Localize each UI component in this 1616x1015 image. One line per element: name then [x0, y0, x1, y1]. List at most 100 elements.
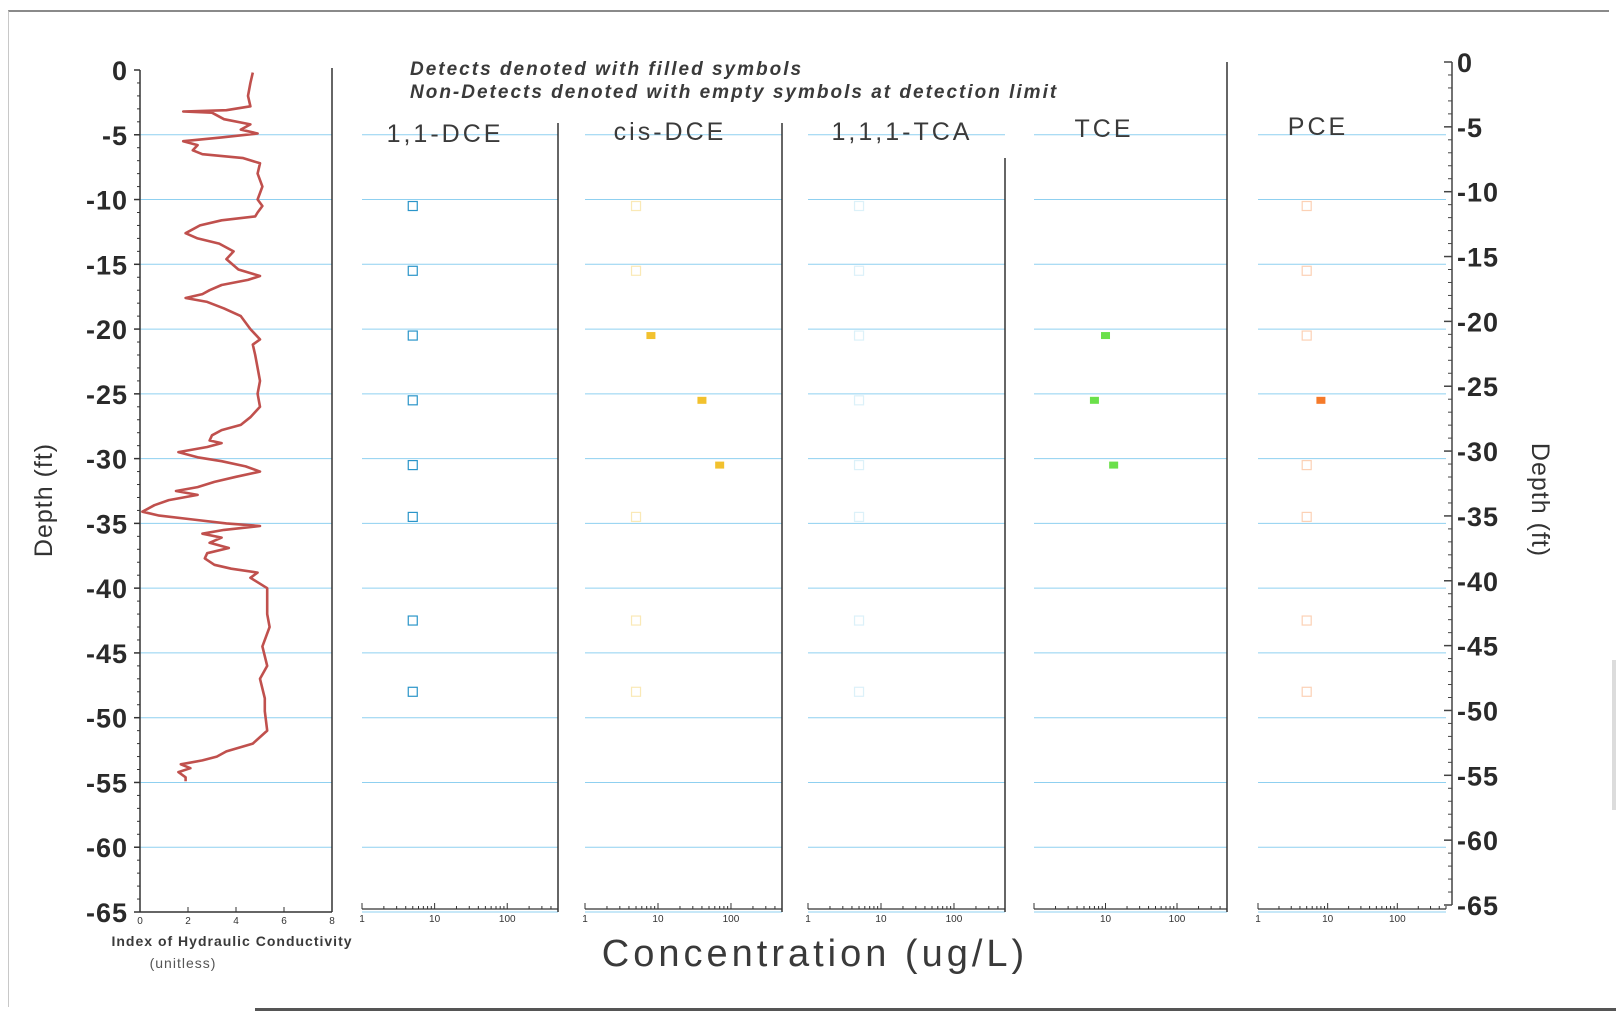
log-tick-label: 100	[499, 914, 516, 925]
right-depth-tick-label: -10	[1457, 178, 1499, 208]
right-depth-tick-label: -20	[1457, 307, 1499, 337]
left-depth-tick-label: -20	[86, 315, 128, 345]
left-depth-tick-label: -10	[86, 186, 128, 216]
right-depth-tick-label: -15	[1457, 243, 1499, 273]
right-depth-tick-label: 0	[1457, 48, 1473, 78]
conductivity-axis-unit: (unitless)	[150, 955, 217, 971]
non-detect-point	[407, 265, 418, 276]
right-depth-tick-label: -30	[1457, 437, 1499, 467]
left-depth-tick-label: -55	[86, 768, 128, 798]
conductivity-axis: 0 2 4 6 8	[137, 907, 335, 927]
non-detect-point	[853, 265, 865, 276]
log-tick-label: 100	[1169, 914, 1186, 925]
detect-point	[646, 332, 656, 340]
right-depth-tick-label: -60	[1457, 826, 1499, 856]
left-depth-tick-label: -65	[86, 898, 128, 928]
left-depth-tick-label: -60	[86, 833, 128, 863]
right-depth-tick-label: -25	[1457, 372, 1499, 402]
panel-4: PCE 1 10 100	[1255, 113, 1447, 925]
detect-point	[1101, 332, 1111, 340]
right-depth-tick-label: -65	[1457, 891, 1499, 921]
panel-3: TCE 10 100	[1033, 115, 1228, 925]
conductivity-tick-label: 0	[137, 916, 143, 927]
panel-title: 1,1,1-TCA	[832, 118, 973, 146]
log-tick-label: 1	[1255, 914, 1261, 925]
data-points	[407, 200, 1326, 697]
left-depth-tick-label: -25	[86, 380, 128, 410]
right-depth-tick-label: -50	[1457, 696, 1499, 726]
left-depth-tick-label: -5	[102, 121, 128, 151]
detect-point	[1089, 396, 1099, 404]
left-depth-tick-label: -30	[86, 445, 128, 475]
left-depth-tick-label: 0	[112, 56, 128, 86]
panel-0: 1,1-DCE 1 10 100	[359, 120, 559, 925]
detect-point	[1316, 396, 1326, 404]
non-detect-point	[853, 395, 865, 406]
non-detect-point	[407, 330, 418, 341]
non-detect-point	[407, 511, 418, 523]
left-depth-tick-label: -50	[86, 704, 128, 734]
scan-bottom-edge	[255, 1008, 1616, 1011]
panel-title: TCE	[1075, 115, 1134, 143]
detect-point	[1109, 461, 1119, 469]
non-detect-point	[853, 200, 865, 212]
log-tick-label: 10	[1322, 914, 1334, 925]
non-detect-point	[1301, 511, 1312, 523]
non-detect-point	[407, 615, 418, 626]
left-depth-tick-label: -40	[86, 574, 128, 604]
log-tick-label: 1	[582, 914, 588, 925]
non-detect-point	[630, 686, 642, 697]
scan-right-edge	[1612, 660, 1616, 810]
non-detect-point	[1301, 200, 1312, 212]
non-detect-point	[853, 330, 865, 341]
conductivity-axis-label: Index of Hydraulic Conductivity	[111, 933, 352, 949]
note-detects: Detects denoted with filled symbols	[410, 59, 803, 80]
non-detect-point	[407, 459, 418, 471]
non-detect-point	[407, 686, 418, 697]
non-detect-point	[630, 200, 642, 212]
log-tick-label: 1	[359, 914, 365, 925]
axes	[139, 62, 1453, 912]
log-tick-label: 10	[429, 914, 441, 925]
right-depth-ticks: 0 -5 -10 -15 -20 -25 -30 -35 -40 -45 -50 -55 -60 -65	[1444, 48, 1499, 921]
panel-title: PCE	[1288, 113, 1348, 141]
concentration-panels: 1,1-DCE 1 10 100 cis-DCE 1 10 100 1,1,1-TCA 1 10 10…	[359, 113, 1447, 925]
non-detect-point	[407, 200, 418, 212]
panel-2: 1,1,1-TCA 1 10 100	[805, 118, 1006, 925]
detect-point	[697, 396, 707, 404]
gridlines	[140, 134, 1446, 913]
log-tick-label: 1	[805, 914, 811, 925]
right-depth-tick-label: -5	[1457, 113, 1483, 143]
non-detect-point	[630, 265, 642, 276]
conductivity-tick-label: 8	[329, 916, 335, 927]
non-detect-point	[407, 395, 418, 406]
panel-title: cis-DCE	[614, 118, 727, 146]
concentration-axis-label: Concentration (ug/L)	[602, 933, 1028, 975]
right-depth-tick-label: -55	[1457, 761, 1499, 791]
conductivity-profile	[141, 72, 271, 782]
panel-1: cis-DCE 1 10 100	[582, 118, 783, 925]
non-detect-point	[853, 686, 865, 697]
non-detect-point	[1301, 330, 1312, 341]
right-depth-tick-label: -45	[1457, 632, 1499, 662]
log-tick-label: 100	[1389, 914, 1406, 925]
conductivity-tick-label: 6	[281, 916, 287, 927]
log-tick-label: 10	[875, 914, 887, 925]
left-depth-tick-label: -45	[86, 639, 128, 669]
panel-title: 1,1-DCE	[387, 120, 504, 148]
non-detect-point	[1301, 459, 1312, 471]
log-tick-label: 100	[723, 914, 740, 925]
non-detect-point	[1301, 686, 1312, 697]
depth-axis-label-left: Depth (ft)	[30, 443, 58, 557]
non-detect-point	[853, 459, 865, 471]
non-detect-point	[1301, 615, 1312, 626]
non-detect-point	[1301, 265, 1312, 276]
right-depth-tick-label: -35	[1457, 502, 1499, 532]
conductivity-tick-label: 4	[233, 916, 239, 927]
note-non-detects: Non-Detects denoted with empty symbols a…	[410, 82, 1058, 103]
conductivity-tick-label: 2	[185, 916, 191, 927]
detect-point	[715, 461, 725, 469]
non-detect-point	[630, 615, 642, 626]
non-detect-point	[630, 511, 642, 523]
